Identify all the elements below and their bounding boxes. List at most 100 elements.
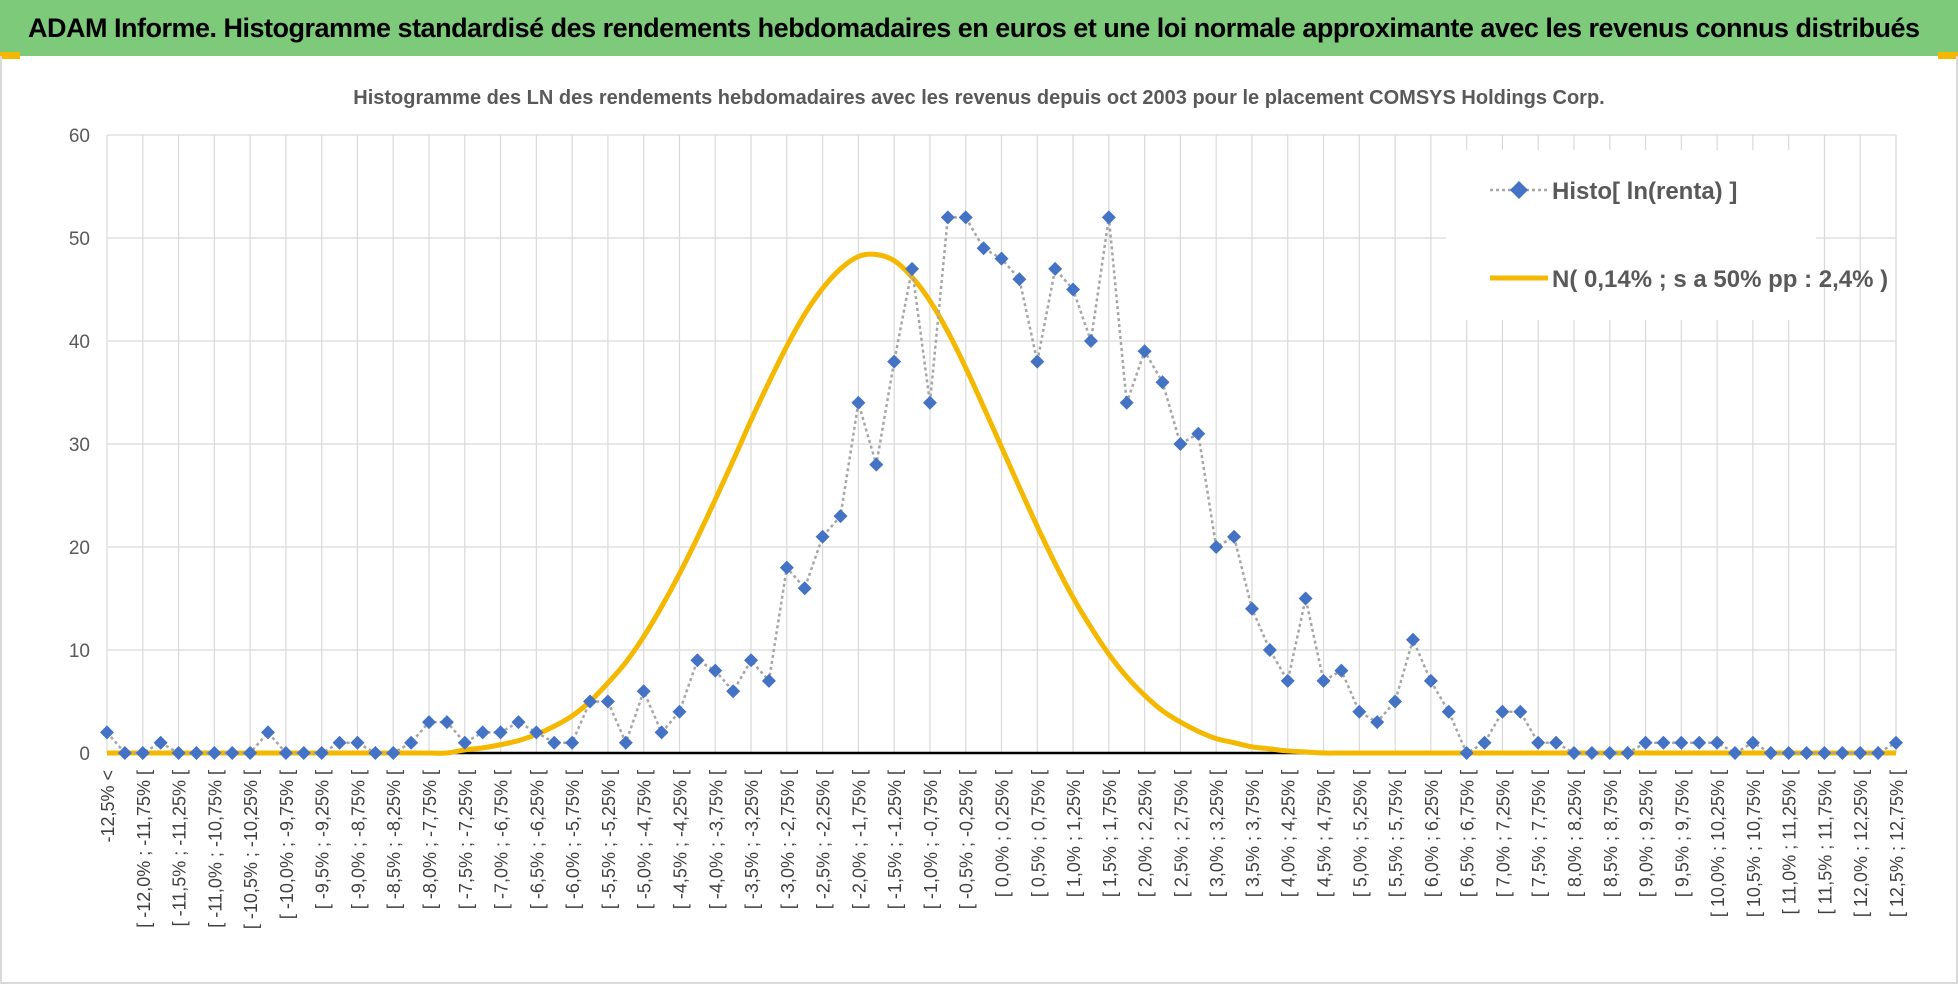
- histo-point: [726, 684, 741, 699]
- x-tick-label: [ 12,5% ; 12,75% [: [1887, 770, 1907, 917]
- histo-point: [708, 663, 723, 678]
- histo-point: [1441, 704, 1456, 719]
- x-tick-label: [ -10,0% ; -9,75% [: [277, 770, 297, 919]
- histo-point: [278, 746, 293, 760]
- x-tick-label: [ -1,0% ; -0,75% [: [921, 770, 941, 909]
- x-tick-label: [ 9,0% ; 9,25% [: [1637, 770, 1657, 897]
- histo-point: [368, 746, 383, 760]
- histo-point: [1298, 591, 1313, 606]
- x-axis-ticks: -12,5% < [ -12,0% ; -11,75% [[ -11,5% ; -…: [98, 770, 1907, 929]
- series: [100, 210, 1903, 760]
- histo-point: [618, 735, 633, 750]
- x-tick-label: [ -11,5% ; -11,25% [: [170, 770, 190, 926]
- histo-point: [296, 746, 311, 760]
- histo-point: [1459, 746, 1474, 760]
- legend-histo-marker: [1510, 181, 1528, 199]
- x-tick-label: [ -1,5% ; -1,25% [: [885, 770, 905, 909]
- corner-accent-left: [0, 52, 20, 59]
- histo-point: [1191, 426, 1206, 441]
- histo-point: [1513, 704, 1528, 719]
- histo-point: [171, 746, 186, 760]
- histo-point: [475, 725, 490, 740]
- histo-point: [1799, 746, 1814, 760]
- histo-point: [1066, 282, 1081, 297]
- histo-point: [833, 509, 848, 524]
- x-tick-label: [ -9,0% ; -8,75% [: [348, 770, 368, 909]
- x-tick-label: [ 0,0% ; 0,25% [: [993, 770, 1013, 897]
- histo-point: [1781, 746, 1796, 760]
- histo-point: [1227, 529, 1242, 544]
- histo-point: [1423, 673, 1438, 688]
- histo-point: [332, 735, 347, 750]
- histo-point: [887, 354, 902, 369]
- histo-point: [386, 746, 401, 760]
- histo-point: [600, 694, 615, 709]
- histo-point: [529, 725, 544, 740]
- histo-point: [1048, 261, 1063, 276]
- histo-point: [1173, 437, 1188, 451]
- y-axis-ticks: 0 10 20 30 40 50 60: [69, 126, 90, 765]
- x-tick-label: [ 7,0% ; 7,25% [: [1493, 770, 1513, 897]
- histo-point: [153, 735, 168, 750]
- histo-point: [1388, 694, 1403, 709]
- x-tick-label: [ 6,0% ; 6,25% [: [1422, 770, 1442, 897]
- legend-background: [1446, 150, 1816, 320]
- histo-point: [779, 560, 794, 575]
- histo-point: [654, 725, 669, 740]
- histo-point: [135, 746, 150, 760]
- histo-point: [1549, 735, 1564, 750]
- x-tick-label: [ -8,5% ; -8,25% [: [384, 770, 404, 909]
- histo-point: [1584, 746, 1599, 760]
- x-tick-label: [ -7,5% ; -7,25% [: [456, 770, 476, 909]
- histo-point: [511, 715, 526, 730]
- histo-point: [797, 581, 812, 596]
- histo-point: [1244, 601, 1259, 616]
- x-tick-label: [ 1,0% ; 1,25% [: [1064, 770, 1084, 897]
- x-tick-label: [ 4,5% ; 4,75% [: [1315, 770, 1335, 897]
- y-tick-label: 30: [69, 435, 90, 456]
- x-tick-label: [ 3,0% ; 3,25% [: [1207, 770, 1227, 897]
- histo-point: [547, 735, 562, 750]
- x-tick-label: [ -10,5% ; -10,25% [: [241, 770, 261, 929]
- x-tick-label: [ -5,0% ; -4,75% [: [635, 770, 655, 909]
- histo-point: [225, 746, 240, 760]
- histo-point: [1710, 735, 1725, 750]
- x-tick-label: [ 8,0% ; 8,25% [: [1565, 770, 1585, 897]
- histo-point: [583, 694, 598, 709]
- x-tick-label: [ -12,0% ; -11,75% [: [134, 770, 154, 928]
- histo-point: [1030, 354, 1045, 369]
- y-tick-label: 10: [69, 641, 90, 662]
- histo-point: [1101, 210, 1116, 225]
- histo-point: [1835, 746, 1850, 760]
- histo-point: [207, 746, 222, 760]
- x-tick-label: [ -5,5% ; -5,25% [: [599, 770, 619, 909]
- x-tick-label: [ 10,0% ; 10,25% [: [1708, 770, 1728, 917]
- histo-point: [1316, 673, 1331, 688]
- x-tick-label: [ -4,5% ; -4,25% [: [670, 770, 690, 909]
- x-tick-label: [ -6,5% ; -6,25% [: [527, 770, 547, 909]
- histo-point: [922, 395, 937, 410]
- histo-point: [350, 735, 365, 750]
- histo-point: [958, 210, 973, 225]
- histo-point: [261, 725, 276, 740]
- histo-point: [994, 251, 1009, 266]
- histo-point: [422, 715, 437, 730]
- legend-histo-label: Histo[ ln(renta) ]: [1552, 178, 1737, 205]
- y-tick-label: 60: [69, 126, 90, 147]
- histo-point: [744, 653, 759, 668]
- histo-point: [1137, 344, 1152, 359]
- histo-point: [1889, 735, 1903, 750]
- histo-point: [690, 653, 705, 668]
- histo-point: [851, 395, 866, 410]
- legend-normal-label: N( 0,14% ; s a 50% pp : 2,4% ): [1552, 266, 1888, 293]
- histo-point: [1155, 375, 1170, 390]
- histo-point: [1745, 735, 1760, 750]
- x-tick-label: [ 2,5% ; 2,75% [: [1171, 770, 1191, 897]
- histo-point: [1817, 746, 1832, 760]
- histo-point: [1656, 735, 1671, 750]
- histo-point: [1370, 715, 1385, 730]
- histo-point: [1638, 735, 1653, 750]
- histo-point: [1763, 746, 1778, 760]
- histo-point: [1209, 540, 1224, 554]
- corner-accent-right: [1938, 52, 1958, 59]
